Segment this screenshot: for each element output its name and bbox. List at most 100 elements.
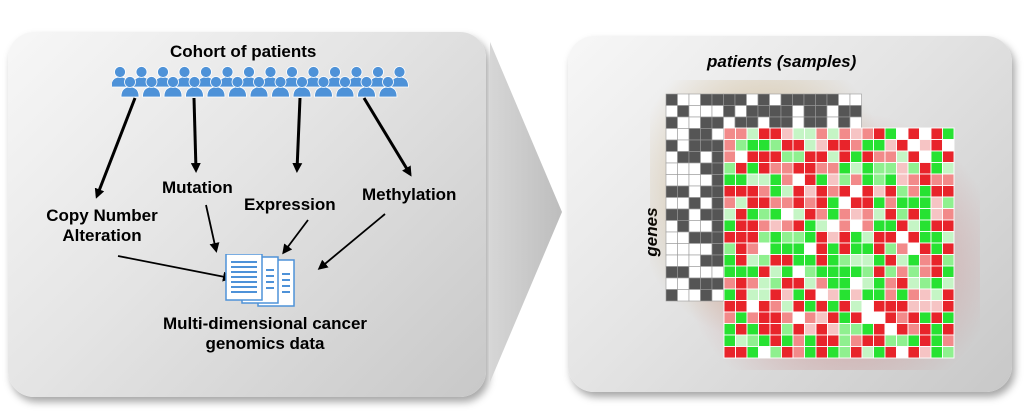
heatmap-cell — [850, 311, 863, 324]
heatmap-cell — [746, 231, 759, 244]
heatmap-cell — [907, 300, 920, 313]
heatmap-cell — [746, 334, 759, 347]
heatmap-cell — [896, 208, 909, 221]
heatmap-cell — [792, 127, 805, 140]
heatmap-cell — [746, 185, 759, 198]
heatmap-cell — [781, 127, 794, 140]
heatmap-cell — [884, 254, 897, 267]
heatmap-cell — [930, 208, 943, 221]
heatmap-cell — [815, 300, 828, 313]
binary-cell — [700, 174, 713, 187]
heatmap-cell — [723, 219, 736, 232]
heatmap-cell — [723, 254, 736, 267]
heatmap-cell — [861, 311, 874, 324]
heatmap-cell — [804, 334, 817, 347]
heatmap-cell — [804, 265, 817, 278]
heatmap-cell — [919, 300, 932, 313]
heatmap-cell — [735, 139, 748, 152]
heatmap-cell — [907, 127, 920, 140]
heatmap-cell — [792, 173, 805, 186]
heatmap-cell — [873, 346, 886, 359]
binary-cell — [677, 116, 690, 129]
person-icon — [185, 76, 204, 98]
heatmap-cell — [907, 334, 920, 347]
heatmap-cell — [746, 288, 759, 301]
heatmap-cell — [884, 173, 897, 186]
heatmap-cell — [919, 346, 932, 359]
heatmap-cell — [850, 231, 863, 244]
heatmap-cell — [930, 196, 943, 209]
binary-cell — [826, 93, 839, 106]
people-icon — [112, 66, 409, 98]
heatmap-cell — [896, 196, 909, 209]
heatmap-cell — [850, 127, 863, 140]
heatmap-cell — [861, 219, 874, 232]
heatmap-cell — [827, 185, 840, 198]
heatmap-cell — [815, 277, 828, 290]
heatmap-cell — [850, 277, 863, 290]
heatmap-cell — [723, 288, 736, 301]
heatmap-cell — [896, 334, 909, 347]
heatmap-cell — [804, 208, 817, 221]
heatmap-cell — [815, 173, 828, 186]
heatmap-cell — [850, 300, 863, 313]
heatmap-cell — [873, 139, 886, 152]
heatmap-cell — [804, 173, 817, 186]
heatmap-cell — [896, 231, 909, 244]
heatmap-cell — [919, 173, 932, 186]
result-label: Multi-dimensional cancer genomics data — [162, 314, 368, 353]
heatmap-cell — [896, 254, 909, 267]
heatmap-cell — [735, 173, 748, 186]
heatmap-cell — [896, 162, 909, 175]
heatmap-cell — [873, 254, 886, 267]
heatmap-cell — [873, 265, 886, 278]
heatmap-cell — [919, 139, 932, 152]
person-icon — [304, 66, 323, 88]
heatmap-cell — [723, 277, 736, 290]
binary-cell — [746, 116, 759, 129]
heatmap-cell — [792, 346, 805, 359]
heatmap-cell — [792, 196, 805, 209]
heatmap-cell — [792, 219, 805, 232]
heatmap-cell — [815, 162, 828, 175]
heatmap-cell — [758, 139, 771, 152]
binary-cell — [700, 208, 713, 221]
heatmap-cell — [907, 323, 920, 336]
data-sources-panel — [8, 32, 486, 397]
heatmap-cell — [942, 288, 955, 301]
binary-cell — [688, 208, 701, 221]
binary-cell — [665, 105, 678, 118]
heatmap-cell — [942, 346, 955, 359]
heatmap-cell — [746, 300, 759, 313]
person-icon — [368, 66, 388, 88]
heatmap-cell — [827, 231, 840, 244]
binary-cell — [688, 139, 701, 152]
heatmap-cell — [930, 277, 943, 290]
heatmap-cell — [827, 254, 840, 267]
heatmap-cell — [873, 162, 886, 175]
heatmap-cell — [769, 162, 782, 175]
heatmap-cell — [758, 300, 771, 313]
heatmap-cell — [873, 323, 886, 336]
heatmap-cell — [907, 185, 920, 198]
chevron-arrow-icon — [490, 42, 562, 382]
heatmap-cell — [723, 127, 736, 140]
heatmap-cell — [919, 150, 932, 163]
heatmap-cell — [804, 242, 817, 255]
heatmap-cell — [930, 254, 943, 267]
binary-cell — [665, 162, 678, 175]
binary-cell — [780, 105, 793, 118]
binary-cell — [688, 243, 701, 256]
heatmap-cell — [907, 277, 920, 290]
heatmap-cell — [815, 231, 828, 244]
heatmap-cell — [827, 300, 840, 313]
person-icon — [120, 76, 140, 98]
heatmap-cell — [861, 277, 874, 290]
heatmap-cell — [930, 173, 943, 186]
heatmap-cell — [884, 185, 897, 198]
genomics-heatmap — [650, 80, 980, 370]
heatmap-cell — [896, 173, 909, 186]
binary-cell — [711, 277, 724, 290]
heatmap-cell — [850, 185, 863, 198]
binary-cell — [700, 289, 713, 302]
